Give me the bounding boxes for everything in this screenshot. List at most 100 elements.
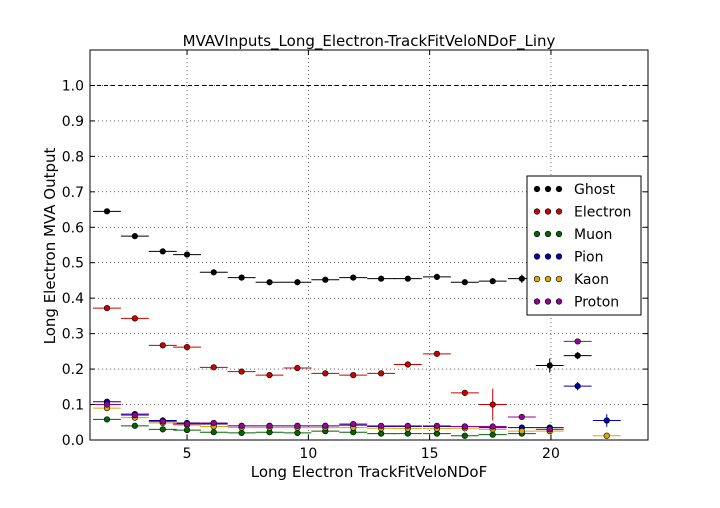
y-tick-label: 0.8 bbox=[62, 149, 84, 165]
legend-marker bbox=[544, 185, 552, 193]
chart-title: MVAVInputs_Long_Electron-TrackFitVeloNDo… bbox=[183, 32, 556, 51]
legend-label: Ghost bbox=[574, 182, 616, 198]
x-axis-label: Long Electron TrackFitVeloNDoF bbox=[251, 463, 487, 481]
series-layer bbox=[93, 208, 621, 439]
data-point bbox=[433, 422, 441, 429]
data-point bbox=[489, 401, 496, 408]
legend-marker bbox=[555, 208, 563, 215]
series-kaon bbox=[93, 404, 621, 439]
data-point bbox=[574, 352, 581, 359]
data-point bbox=[322, 276, 329, 283]
legend-label: Muon bbox=[574, 227, 612, 243]
data-point bbox=[294, 279, 301, 286]
y-tick-label: 0.1 bbox=[62, 398, 84, 414]
data-point bbox=[546, 362, 553, 369]
legend-label: Proton bbox=[574, 295, 619, 311]
legend-marker bbox=[533, 185, 541, 193]
data-point bbox=[489, 278, 496, 285]
data-point bbox=[603, 417, 610, 424]
data-point bbox=[322, 422, 329, 429]
legend-marker bbox=[533, 298, 541, 305]
data-point bbox=[131, 315, 138, 322]
legend-box bbox=[526, 175, 642, 316]
data-point bbox=[461, 432, 468, 439]
legend-marker bbox=[555, 185, 563, 193]
y-tick-label: 1.0 bbox=[62, 78, 84, 94]
data-point bbox=[266, 422, 273, 429]
legend-marker bbox=[555, 275, 563, 283]
data-point bbox=[294, 429, 301, 437]
legend-label: Electron bbox=[574, 205, 631, 221]
data-point bbox=[210, 429, 217, 436]
ticks-layer: 5 10 15 20 0.0 0.1 0.2 0.3 0.4 0.5 0.6 0.7 0.8 0.9 1.0 bbox=[62, 50, 648, 462]
y-tick-label: 0.6 bbox=[62, 220, 84, 236]
legend-marker bbox=[544, 275, 552, 283]
legend-marker bbox=[533, 230, 541, 238]
data-point bbox=[461, 279, 468, 286]
data-point bbox=[238, 429, 245, 437]
data-point bbox=[238, 422, 245, 429]
y-axis-label: Long Electron MVA Output bbox=[41, 148, 59, 345]
data-point bbox=[183, 420, 191, 428]
data-point bbox=[159, 426, 166, 433]
data-point bbox=[433, 350, 441, 357]
legend-marker bbox=[555, 253, 563, 260]
y-tick-label: 0.3 bbox=[62, 327, 84, 343]
data-point bbox=[603, 432, 610, 439]
data-point bbox=[574, 338, 581, 345]
data-point bbox=[159, 342, 166, 349]
data-point bbox=[210, 419, 217, 427]
legend-marker bbox=[533, 208, 541, 215]
data-point bbox=[210, 364, 217, 371]
legend-label: Pion bbox=[574, 250, 603, 266]
legend-marker bbox=[544, 298, 552, 305]
data-point bbox=[266, 372, 273, 379]
data-point bbox=[350, 274, 357, 281]
data-point bbox=[131, 422, 138, 429]
data-point bbox=[404, 422, 411, 429]
data-point bbox=[378, 422, 385, 429]
data-point bbox=[210, 269, 217, 276]
data-point bbox=[404, 275, 411, 282]
data-point bbox=[103, 416, 111, 423]
legend-marker bbox=[544, 208, 552, 215]
data-point bbox=[294, 422, 301, 429]
data-point bbox=[322, 370, 329, 377]
plot-frame bbox=[89, 49, 649, 441]
x-tick-label: 20 bbox=[542, 446, 560, 462]
data-point bbox=[350, 372, 357, 379]
series-ghost bbox=[93, 208, 592, 373]
legend-marker bbox=[555, 230, 563, 238]
series-electron bbox=[93, 305, 507, 421]
data-point bbox=[183, 344, 191, 351]
data-point bbox=[461, 423, 468, 430]
data-point bbox=[159, 418, 166, 425]
y-tick-label: 0.7 bbox=[62, 185, 84, 201]
data-point bbox=[489, 423, 496, 430]
y-tick-label: 0.0 bbox=[62, 433, 84, 449]
y-tick-label: 0.9 bbox=[62, 114, 84, 130]
series-proton bbox=[93, 338, 592, 433]
data-point bbox=[103, 208, 111, 215]
data-point bbox=[574, 383, 581, 390]
legend-marker bbox=[555, 298, 563, 305]
data-point bbox=[404, 361, 411, 368]
data-point bbox=[159, 248, 166, 255]
data-point bbox=[461, 389, 468, 396]
x-tick-label: 15 bbox=[421, 446, 439, 462]
data-point bbox=[103, 401, 111, 408]
x-tick-label: 10 bbox=[299, 446, 317, 462]
data-point bbox=[518, 413, 525, 421]
legend-marker bbox=[533, 275, 541, 283]
data-point bbox=[266, 279, 273, 286]
data-point bbox=[546, 426, 553, 433]
data-point bbox=[378, 275, 385, 282]
data-point bbox=[103, 305, 111, 312]
data-point bbox=[378, 370, 385, 377]
y-tick-label: 0.5 bbox=[62, 256, 84, 272]
data-point bbox=[294, 364, 301, 372]
legend-marker bbox=[544, 230, 552, 238]
data-point bbox=[350, 420, 357, 428]
legend-marker bbox=[533, 253, 541, 260]
